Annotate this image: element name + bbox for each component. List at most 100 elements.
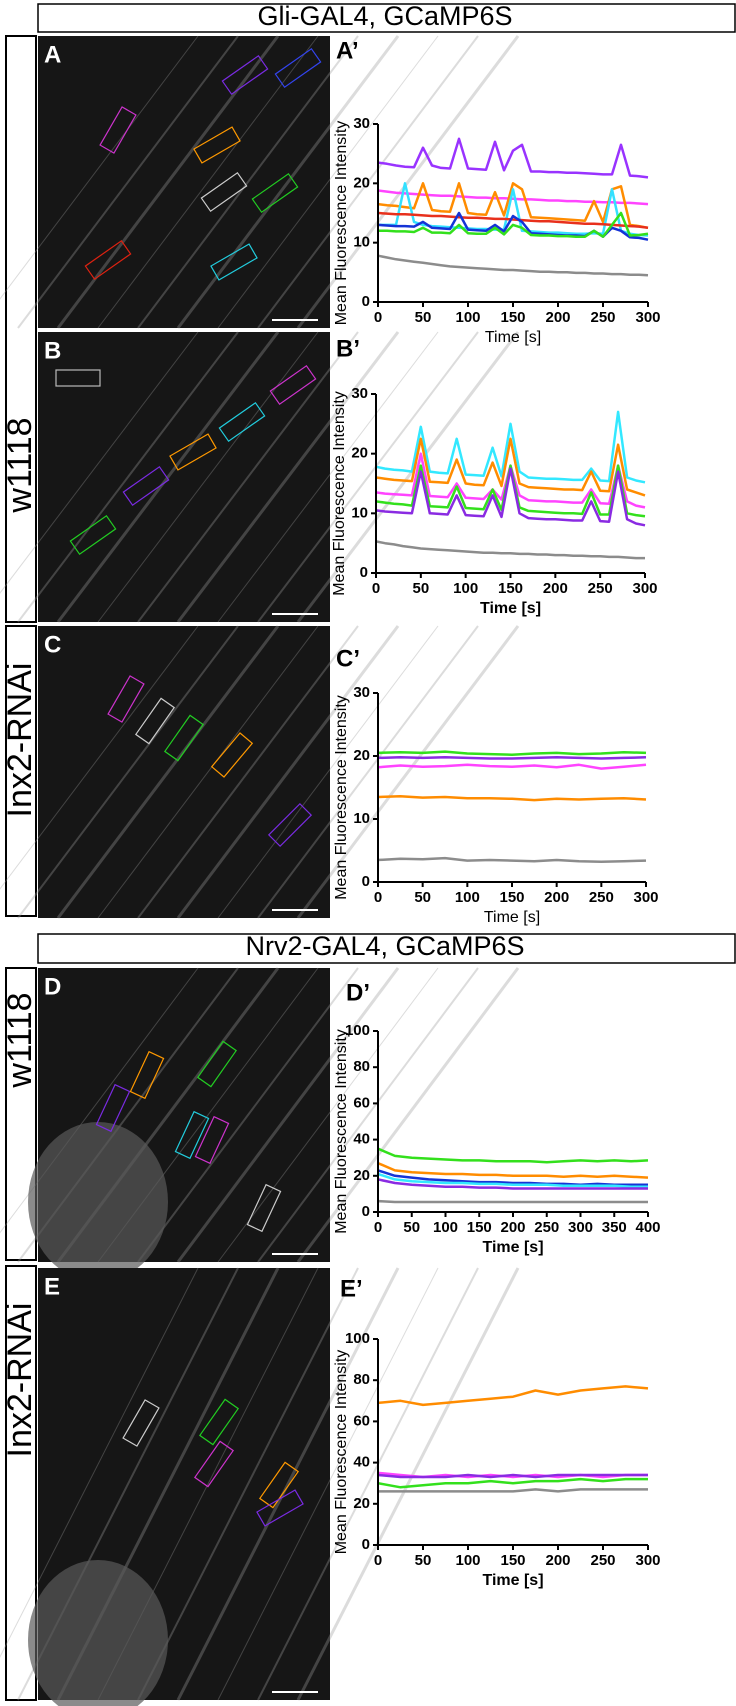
ganglion xyxy=(28,1122,168,1282)
x-tick-label: 150 xyxy=(500,1552,525,1569)
x-tick-label: 50 xyxy=(412,580,429,597)
micrograph xyxy=(38,626,330,918)
series-line xyxy=(378,182,649,237)
fiber xyxy=(97,35,319,329)
chart-label: D’ xyxy=(346,979,370,1006)
series-line xyxy=(377,1477,648,1489)
chart-label: B’ xyxy=(336,335,360,362)
fiber xyxy=(176,1267,400,1701)
x-tick-label: 100 xyxy=(455,889,480,906)
series-line xyxy=(377,137,649,179)
fiber xyxy=(137,35,359,329)
series-line xyxy=(377,1172,648,1188)
image-panel: A xyxy=(0,35,520,329)
row-label: w1118 xyxy=(1,417,39,513)
y-tick-label: 20 xyxy=(353,1167,370,1184)
x-tick-label: 150 xyxy=(500,309,525,326)
y-tick-label: 0 xyxy=(362,1203,370,1220)
panel-label: A xyxy=(44,41,61,68)
roi xyxy=(196,1040,238,1088)
micrograph xyxy=(38,36,330,328)
x-tick-label: 200 xyxy=(545,309,570,326)
image-panel: E xyxy=(0,1267,520,1706)
y-tick-label: 20 xyxy=(353,747,370,764)
header-box xyxy=(37,3,736,33)
y-tick-label: 0 xyxy=(362,1536,370,1553)
y-tick-label: 0 xyxy=(362,873,370,890)
fiber xyxy=(217,625,439,919)
x-tick-label: 250 xyxy=(588,580,613,597)
header: Gli-GAL4, GCaMP6S xyxy=(257,1,512,31)
series-line xyxy=(378,1488,648,1493)
y-axis-label: Mean Fluorescence Intensity xyxy=(331,391,348,596)
panel-label: B xyxy=(44,337,61,364)
x-tick-label: 50 xyxy=(403,1219,420,1236)
y-tick-label: 0 xyxy=(362,293,370,310)
x-axis-label: Time [s] xyxy=(480,600,541,617)
x-tick-label: 50 xyxy=(415,309,432,326)
roi xyxy=(99,106,137,154)
roi xyxy=(267,802,313,848)
series-line xyxy=(377,254,649,277)
row-label: Inx2-RNAi xyxy=(1,1303,39,1458)
roi xyxy=(134,697,176,745)
x-tick-label: 0 xyxy=(374,1552,382,1569)
roi xyxy=(69,514,117,556)
x-tick-label: 150 xyxy=(498,580,523,597)
roi xyxy=(95,1083,131,1133)
roi xyxy=(84,239,132,281)
series-line xyxy=(377,189,649,206)
x-tick-label: 250 xyxy=(534,1219,559,1236)
roi xyxy=(122,465,170,507)
fiber xyxy=(176,35,400,329)
series-line xyxy=(377,1178,648,1190)
fiber xyxy=(17,331,239,623)
fiber xyxy=(137,331,359,623)
series-line xyxy=(377,763,647,770)
x-tick-label: 300 xyxy=(568,1219,593,1236)
series-line xyxy=(377,182,649,230)
y-tick-label: 100 xyxy=(345,1022,370,1039)
roi xyxy=(210,243,258,281)
series-line xyxy=(377,856,647,864)
roi xyxy=(258,1461,300,1509)
y-tick-label: 30 xyxy=(351,385,368,402)
fiber xyxy=(56,625,280,919)
roi xyxy=(129,1050,165,1100)
fiber xyxy=(17,35,239,329)
x-tick-label: 150 xyxy=(499,889,524,906)
fiber xyxy=(0,331,199,594)
chart-label: E’ xyxy=(340,1275,363,1302)
fiber xyxy=(137,625,359,919)
fiber xyxy=(176,625,400,919)
header: Nrv2-GAL4, GCaMP6S xyxy=(245,931,524,961)
roi xyxy=(218,401,266,443)
fiber xyxy=(257,967,479,1263)
x-tick-label: 250 xyxy=(590,309,615,326)
panel-label: D xyxy=(44,973,61,1000)
y-tick-label: 0 xyxy=(360,564,368,581)
roi xyxy=(174,1110,210,1160)
roi xyxy=(246,1183,282,1233)
y-tick-label: 20 xyxy=(353,1495,370,1512)
fiber xyxy=(137,1267,359,1701)
series-line xyxy=(377,795,647,802)
y-tick-label: 10 xyxy=(353,810,370,827)
x-tick-label: 300 xyxy=(632,580,657,597)
row-box xyxy=(5,1265,37,1701)
row-label: w1118 xyxy=(1,992,39,1088)
fiber xyxy=(257,35,479,329)
fiber xyxy=(296,1267,520,1701)
y-axis-label: Mean Fluorescence Intensity xyxy=(333,1350,350,1555)
series-line xyxy=(377,211,649,230)
series-line xyxy=(377,1169,648,1187)
y-tick-label: 40 xyxy=(353,1131,370,1148)
roi xyxy=(194,1115,230,1165)
x-tick-label: 0 xyxy=(374,309,382,326)
x-tick-label: 300 xyxy=(635,309,660,326)
roi xyxy=(198,1398,240,1446)
roi xyxy=(200,171,248,213)
roi xyxy=(163,714,205,762)
chart-label: C’ xyxy=(336,645,360,672)
fiber xyxy=(296,967,520,1263)
